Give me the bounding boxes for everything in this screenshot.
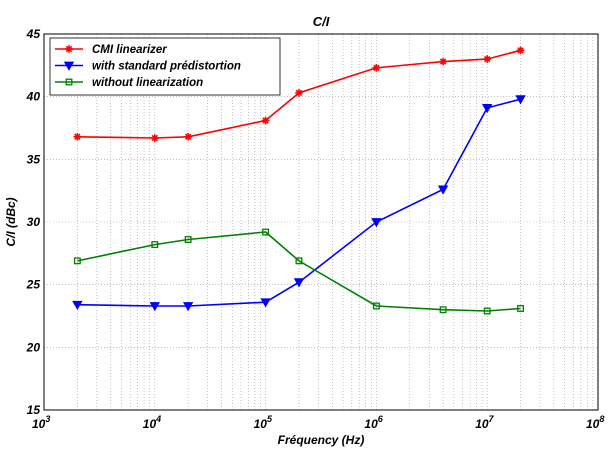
x-tick-label: 108 (586, 414, 604, 431)
grid (44, 34, 598, 410)
data-point-square-marker (73, 257, 81, 265)
data-point-triangle-marker (260, 298, 271, 308)
x-tick-label: 106 (364, 414, 383, 431)
data-point-star-marker (439, 57, 447, 66)
data-point-triangle-marker (72, 300, 83, 311)
data-point-triangle-marker (293, 278, 305, 288)
y-tick-label: 45 (26, 27, 41, 41)
data-point-star-marker (151, 134, 159, 142)
series-line (77, 231, 521, 312)
y-tick-labels: 15 20 25 30 35 40 45 (26, 27, 41, 417)
data-point-square-marker (151, 241, 159, 249)
series-2 (72, 95, 526, 312)
data-point-triangle-marker (63, 61, 75, 71)
y-tick-label: 15 (27, 403, 41, 417)
data-point-triangle-marker (515, 95, 526, 105)
series-3 (73, 228, 525, 315)
data-point-square-marker (483, 307, 491, 315)
data-point-triangle-marker (149, 302, 160, 312)
x-tick-label: 104 (143, 414, 161, 431)
x-axis-label: Fréquency (Hz) (278, 433, 365, 447)
y-tick-label: 25 (26, 278, 41, 292)
y-tick-label: 30 (27, 215, 41, 229)
y-tick-label: 35 (27, 152, 41, 166)
data-point-triangle-marker (437, 185, 449, 195)
x-tick-labels: 103 104 105 106 107 108 (32, 414, 604, 431)
y-axis-label: C/I (dBc) (4, 197, 18, 246)
x-tick-label: 103 (32, 414, 50, 431)
legend-label: CMI linearizer (92, 44, 167, 56)
series-1 (73, 46, 525, 142)
legend-label: with standard prédistortion (92, 61, 241, 73)
data-point-star-marker (261, 116, 270, 125)
data-point-square-marker (65, 78, 73, 86)
data-point-star-marker (516, 46, 525, 55)
y-tick-label: 40 (26, 90, 41, 104)
data-point-star-marker (65, 45, 73, 53)
data-point-square-marker (184, 236, 192, 243)
data-point-triangle-marker (182, 302, 194, 312)
plot-frame (43, 33, 599, 411)
legend-box (49, 37, 281, 96)
legend-label: without linearization (92, 77, 203, 89)
data-point-square-marker (439, 306, 447, 314)
x-tick-label: 107 (475, 414, 494, 431)
chart-title: C/I (313, 14, 330, 29)
data-point-square-marker (517, 305, 525, 312)
data-point-triangle-marker (371, 218, 382, 228)
legend: CMI linearizer with standard prédistortio… (49, 37, 281, 96)
data-point-star-marker (73, 132, 82, 141)
data-point-star-marker (483, 55, 491, 63)
data-point-star-marker (295, 89, 303, 97)
data-point-square-marker (372, 302, 380, 310)
y-tick-label: 20 (26, 340, 41, 354)
data-point-square-marker (262, 228, 270, 236)
data-point-triangle-marker (482, 104, 493, 114)
x-tick-label: 105 (254, 414, 273, 431)
series-layer (72, 46, 526, 315)
data-point-star-marker (184, 132, 192, 141)
data-point-star-marker (372, 64, 381, 72)
data-point-square-marker (295, 257, 303, 265)
